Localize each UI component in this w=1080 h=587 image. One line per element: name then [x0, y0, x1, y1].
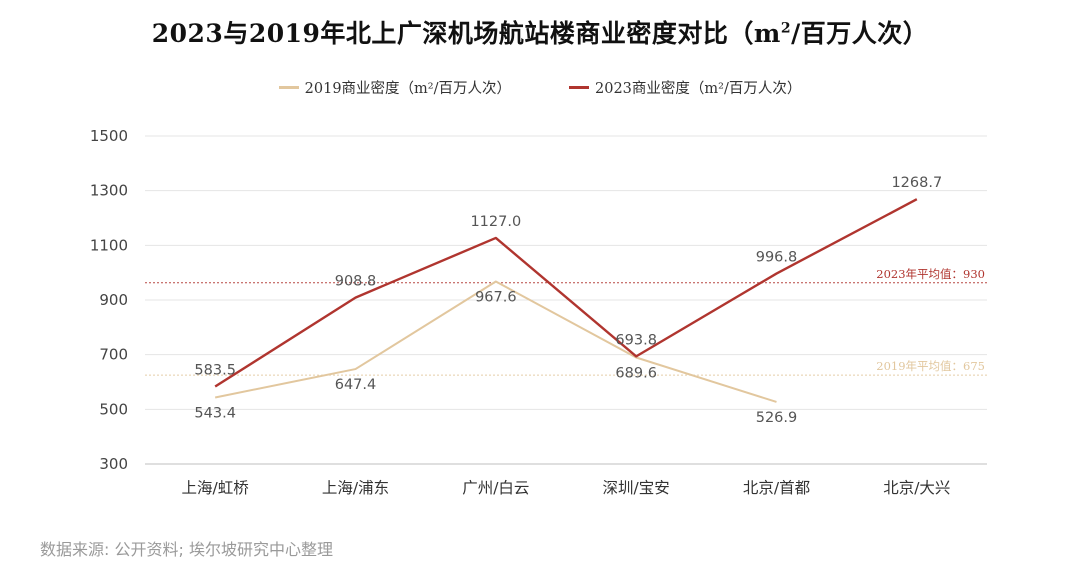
legend-item-2019: 2019商业密度（m²/百万人次） [278, 77, 511, 98]
legend-label-2019: 2019商业密度（m²/百万人次） [304, 81, 511, 97]
y-tick-label: 300 [99, 455, 128, 473]
chart-title-tail: /百万人次） [791, 19, 929, 48]
data-label-2019: 647.4 [335, 377, 377, 393]
average-line-label: 2019年平均值：675 [876, 359, 985, 373]
y-tick-label: 1300 [90, 182, 128, 200]
legend-swatch-2019 [278, 86, 299, 89]
data-label-2019: 526.9 [756, 410, 798, 426]
y-tick-label: 1100 [90, 236, 128, 254]
average-line-label: 2023年平均值：930 [876, 267, 985, 281]
data-label-2023: 1127.0 [470, 214, 521, 230]
data-label-2023: 996.8 [756, 250, 798, 266]
data-label-2019: 689.6 [615, 366, 657, 382]
series-line-2023 [214, 198, 918, 388]
x-tick-label: 上海/浦东 [322, 479, 389, 497]
data-label-2023: 908.8 [335, 274, 377, 290]
legend: 2019商业密度（m²/百万人次） 2023商业密度（m²/百万人次） [0, 77, 1080, 98]
x-tick-label: 深圳/宝安 [603, 479, 670, 497]
y-tick-label: 500 [99, 400, 128, 418]
chart-title: 2023与2019年北上广深机场航站楼商业密度对比（m2/百万人次） [0, 14, 1080, 50]
x-tick-label: 上海/虹桥 [182, 479, 250, 497]
data-label-2019: 967.6 [475, 290, 517, 306]
y-tick-label: 700 [99, 346, 128, 364]
y-tick-label: 1500 [90, 127, 128, 145]
x-tick-label: 广州/白云 [462, 479, 529, 497]
legend-item-2023: 2023商业密度（m²/百万人次） [569, 77, 801, 98]
legend-swatch-2023 [569, 86, 589, 89]
data-label-2023: 583.5 [194, 363, 236, 379]
data-label-2023: 693.8 [615, 332, 657, 348]
source-note: 数据来源: 公开资料; 埃尔坡研究中心整理 [40, 540, 333, 559]
x-tick-label: 北京/大兴 [883, 479, 950, 497]
series-line-2019 [214, 280, 777, 403]
x-tick-label: 北京/首都 [743, 479, 810, 497]
chart-title-superscript: 2 [780, 20, 792, 37]
y-tick-label: 900 [99, 291, 128, 309]
data-label-2023: 1268.7 [891, 175, 942, 191]
chart-title-main: 2023与2019年北上广深机场航站楼商业密度对比（m [151, 19, 781, 48]
data-label-2019: 543.4 [194, 405, 236, 421]
legend-label-2023: 2023商业密度（m²/百万人次） [595, 81, 802, 97]
